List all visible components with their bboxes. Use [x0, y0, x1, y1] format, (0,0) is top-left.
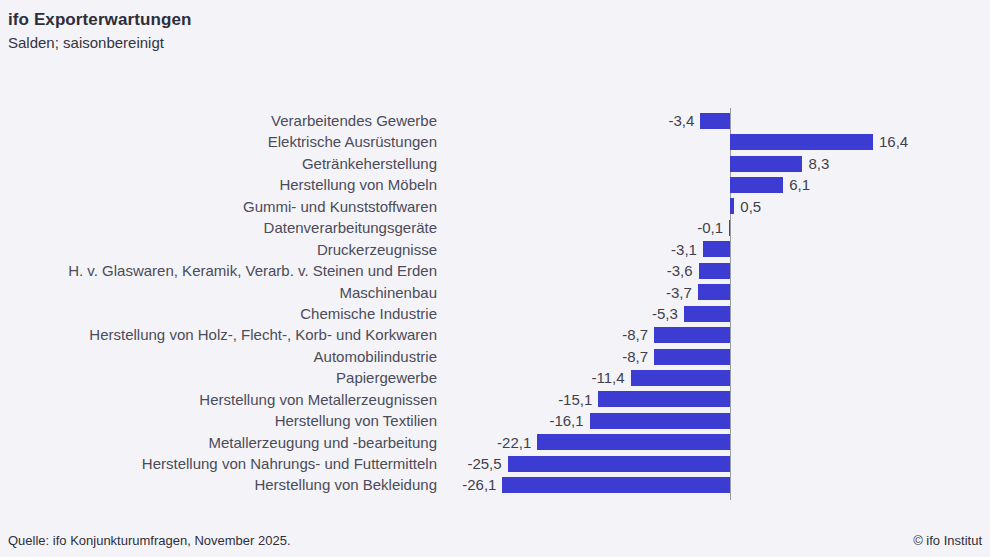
copyright-note: © ifo Institut	[913, 533, 982, 548]
value-label: -8,7	[622, 346, 648, 367]
source-note: Quelle: ifo Konjunkturumfragen, November…	[8, 533, 291, 548]
value-label: 6,1	[789, 174, 810, 195]
bar	[730, 177, 783, 193]
chart-row: Maschinenbau -3,7	[0, 282, 990, 303]
bar	[700, 113, 730, 129]
value-label: -5,3	[652, 303, 678, 324]
bar-area: -25,5	[445, 453, 990, 474]
bar-area: -3,6	[445, 260, 990, 281]
bar-area: -26,1	[445, 474, 990, 495]
chart-row: H. v. Glaswaren, Keramik, Verarb. v. Ste…	[0, 260, 990, 281]
category-label: Druckerzeugnisse	[0, 239, 437, 260]
category-label: Herstellung von Möbeln	[0, 174, 437, 195]
chart-row: Herstellung von Holz-, Flecht-, Korb- un…	[0, 324, 990, 345]
value-label: -26,1	[462, 474, 496, 495]
chart-row: Chemische Industrie -5,3	[0, 303, 990, 324]
chart-footer: Quelle: ifo Konjunkturumfragen, November…	[0, 523, 990, 557]
bar-area: 16,4	[445, 131, 990, 152]
chart-row: Druckerzeugnisse -3,1	[0, 239, 990, 260]
chart-rows: Verarbeitendes Gewerbe-3,4Elektrische Au…	[0, 110, 990, 497]
bar-area: -3,1	[445, 239, 990, 260]
category-label: H. v. Glaswaren, Keramik, Verarb. v. Ste…	[0, 260, 437, 281]
chart-row: Herstellung von Nahrungs- und Futtermitt…	[0, 453, 990, 474]
chart-row: Datenverarbeitungsgeräte -0,1	[0, 217, 990, 238]
value-label: 16,4	[879, 131, 908, 152]
bar	[729, 220, 730, 236]
chart-header: ifo Exporterwartungen Salden; saisonbere…	[8, 10, 191, 51]
value-label: -15,1	[558, 389, 592, 410]
value-label: -8,7	[622, 324, 648, 345]
category-label: Maschinenbau	[0, 282, 437, 303]
bar-area: -22,1	[445, 432, 990, 453]
bar-area: 8,3	[445, 153, 990, 174]
chart-row: Herstellung von Metallerzeugnissen -15,1	[0, 389, 990, 410]
chart-frame: ifo Exporterwartungen Salden; saisonbere…	[0, 0, 990, 557]
bar	[631, 370, 730, 386]
chart-row: Papiergewerbe -11,4	[0, 367, 990, 388]
category-label: Herstellung von Textilien	[0, 410, 437, 431]
bar	[654, 349, 730, 365]
category-label: Verarbeitendes Gewerbe	[0, 110, 437, 131]
category-label: Elektrische Ausrüstungen	[0, 131, 437, 152]
bar-area: 0,5	[445, 196, 990, 217]
bar	[590, 413, 730, 429]
category-label: Datenverarbeitungsgeräte	[0, 217, 437, 238]
value-label: -22,1	[497, 432, 531, 453]
value-label: -3,4	[669, 110, 695, 131]
bar-area: -3,4	[445, 110, 990, 131]
bar	[698, 284, 730, 300]
bar-area: -15,1	[445, 389, 990, 410]
bar-area: -8,7	[445, 346, 990, 367]
chart-row: Gummi- und Kunststoffwaren 0,5	[0, 196, 990, 217]
bar	[684, 306, 730, 322]
bar-area: -8,7	[445, 324, 990, 345]
bar	[730, 198, 734, 214]
bar-area: -16,1	[445, 410, 990, 431]
chart-row: Herstellung von Bekleidung -26,1	[0, 474, 990, 495]
category-label: Herstellung von Metallerzeugnissen	[0, 389, 437, 410]
bar-chart: Verarbeitendes Gewerbe-3,4Elektrische Au…	[0, 110, 990, 497]
category-label: Chemische Industrie	[0, 303, 437, 324]
chart-row: Verarbeitendes Gewerbe -3,4	[0, 110, 990, 131]
chart-row: Herstellung von Textilien -16,1	[0, 410, 990, 431]
bar	[508, 456, 730, 472]
value-label: -11,4	[592, 367, 625, 388]
bar	[502, 477, 730, 493]
category-label: Herstellung von Holz-, Flecht-, Korb- un…	[0, 324, 437, 345]
category-label: Automobilindustrie	[0, 346, 437, 367]
bar-area: -3,7	[445, 282, 990, 303]
category-label: Gummi- und Kunststoffwaren	[0, 196, 437, 217]
category-label: Metallerzeugung und -bearbeitung	[0, 432, 437, 453]
bar	[699, 263, 730, 279]
bar-area: -11,4	[445, 367, 990, 388]
value-label: -3,6	[667, 260, 693, 281]
bar-area: -0,1	[445, 217, 990, 238]
value-label: -3,1	[671, 239, 697, 260]
value-label: -25,5	[467, 453, 501, 474]
value-label: -3,7	[666, 282, 692, 303]
value-label: -0,1	[697, 217, 723, 238]
chart-row: Metallerzeugung und -bearbeitung -22,1	[0, 432, 990, 453]
bar	[703, 241, 730, 257]
value-label: -16,1	[549, 410, 583, 431]
category-label: Getränkeherstellung	[0, 153, 437, 174]
bar-area: -5,3	[445, 303, 990, 324]
category-label: Herstellung von Bekleidung	[0, 474, 437, 495]
chart-row: Herstellung von Möbeln 6,1	[0, 174, 990, 195]
value-label: 0,5	[740, 196, 761, 217]
chart-subtitle: Salden; saisonbereinigt	[8, 34, 191, 51]
bar-area: 6,1	[445, 174, 990, 195]
value-label: 8,3	[808, 153, 829, 174]
chart-row: Getränkeherstellung 8,3	[0, 153, 990, 174]
bar	[730, 134, 873, 150]
bar	[654, 327, 730, 343]
bar	[537, 434, 730, 450]
chart-title: ifo Exporterwartungen	[8, 10, 191, 30]
category-label: Papiergewerbe	[0, 367, 437, 388]
bar	[730, 156, 802, 172]
chart-row: Elektrische Ausrüstungen 16,4	[0, 131, 990, 152]
category-label: Herstellung von Nahrungs- und Futtermitt…	[0, 453, 437, 474]
chart-row: Automobilindustrie -8,7	[0, 346, 990, 367]
bar	[598, 391, 730, 407]
